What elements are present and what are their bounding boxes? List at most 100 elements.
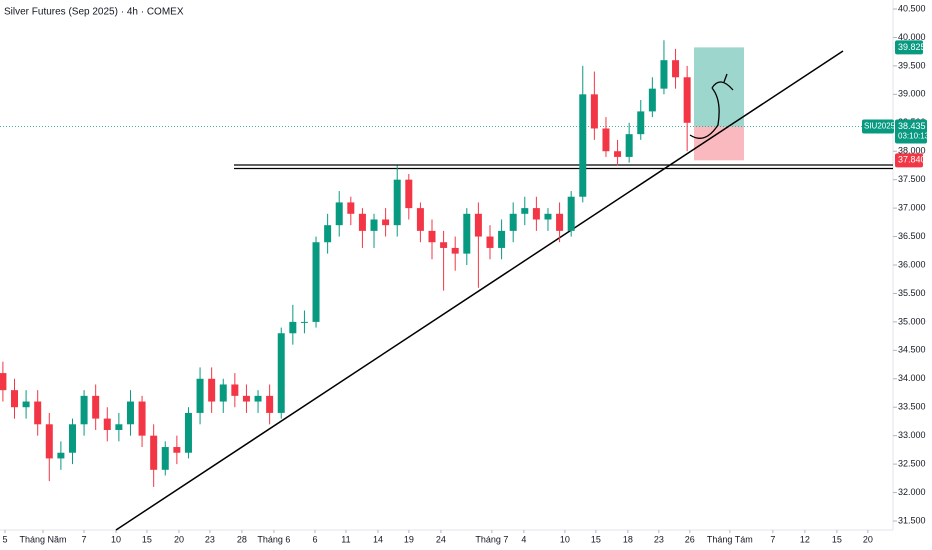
candle-body xyxy=(602,128,610,152)
x-tick-label: 4 xyxy=(521,534,526,544)
candle-body xyxy=(463,213,471,254)
y-tick-label: 39.500 xyxy=(898,60,926,70)
x-tick-label: 7 xyxy=(81,534,86,544)
x-tick-label: 19 xyxy=(404,534,414,544)
candle-body xyxy=(92,395,100,419)
price-label: 38.435 xyxy=(898,121,926,131)
candle-body xyxy=(300,321,308,323)
x-tick-label: 6 xyxy=(312,534,317,544)
candle-body xyxy=(683,77,691,123)
x-tick-label: Tháng 6 xyxy=(257,534,290,544)
candle-body xyxy=(370,219,378,231)
x-tick-label: 5 xyxy=(2,534,7,544)
x-tick-label: Tháng Năm xyxy=(20,534,67,544)
x-tick-label: 23 xyxy=(205,534,215,544)
y-tick-label: 34.000 xyxy=(898,373,926,383)
x-tick-label: 20 xyxy=(863,534,873,544)
candle-body xyxy=(231,384,239,396)
candle-body xyxy=(544,213,552,220)
x-tick-label: 10 xyxy=(560,534,570,544)
candle-body xyxy=(184,412,192,453)
y-tick-label: 38.000 xyxy=(898,146,926,156)
y-tick-label: 35.500 xyxy=(898,288,926,298)
candle-body xyxy=(347,202,355,214)
y-tick-label: 34.500 xyxy=(898,345,926,355)
candle-body xyxy=(451,247,459,254)
candle-body xyxy=(382,219,390,226)
trend-line xyxy=(115,50,844,531)
x-tick-label: 28 xyxy=(237,534,247,544)
x-tick-label: 11 xyxy=(341,534,350,544)
candle-body xyxy=(532,208,540,220)
candle-body xyxy=(80,395,88,425)
x-tick-label: 15 xyxy=(142,534,152,544)
candle-body xyxy=(416,208,424,231)
x-tick-label: 24 xyxy=(436,534,446,544)
candle-body xyxy=(68,424,76,453)
y-tick-label: 36.000 xyxy=(898,259,926,269)
y-tick-label: 33.000 xyxy=(898,430,926,440)
y-tick-label: 32.500 xyxy=(898,458,926,468)
candle-body xyxy=(486,236,494,248)
price-label-bg xyxy=(895,119,927,144)
candle-body xyxy=(672,60,680,78)
candle-body xyxy=(138,401,146,436)
candle-body xyxy=(556,213,564,231)
candle-body xyxy=(440,242,448,248)
candle-body xyxy=(509,213,517,231)
candle-body xyxy=(277,333,285,413)
symbol-label-bg xyxy=(862,119,894,134)
y-tick-label: 35.000 xyxy=(898,316,926,326)
candle-body xyxy=(428,230,436,243)
x-tick-label: Tháng Tám xyxy=(707,534,753,544)
y-tick-label: 37.500 xyxy=(898,174,926,184)
x-tick-label: 15 xyxy=(832,534,842,544)
x-tick-label: Tháng 7 xyxy=(475,534,508,544)
y-tick-label: 37.000 xyxy=(898,202,926,212)
candle-body xyxy=(57,452,65,459)
candle-body xyxy=(614,151,622,157)
candle-body xyxy=(474,213,482,237)
candle-body xyxy=(579,94,587,197)
candle-body xyxy=(150,435,158,470)
candle-body xyxy=(648,88,656,112)
y-tick-label: 32.000 xyxy=(898,487,926,497)
x-tick-label: 18 xyxy=(623,534,633,544)
candle-body xyxy=(266,395,274,413)
candle-body xyxy=(34,401,42,425)
arrow-drawing xyxy=(689,73,734,139)
y-tick-label: 31.500 xyxy=(898,515,926,525)
candle-body xyxy=(196,378,204,413)
stop-label-bg xyxy=(895,153,923,168)
candle-body xyxy=(393,179,401,226)
candle-body xyxy=(0,373,7,391)
candle-body xyxy=(521,208,529,214)
x-tick-label: 15 xyxy=(591,534,601,544)
candle-body xyxy=(498,230,506,248)
y-tick-label: 40.000 xyxy=(898,32,926,42)
candle-body xyxy=(312,242,320,322)
candle-body xyxy=(625,134,633,157)
candle-body xyxy=(405,179,413,209)
candle-body xyxy=(22,401,30,408)
candle-body xyxy=(567,196,575,231)
stop-label: 37.840 xyxy=(898,155,926,165)
x-tick-label: 10 xyxy=(111,534,121,544)
candle-body xyxy=(358,213,366,231)
candle-body xyxy=(45,424,53,459)
symbol-label: SIU2025 xyxy=(864,122,896,131)
x-tick-label: 14 xyxy=(373,534,383,544)
candle-body xyxy=(590,94,598,129)
candle-body xyxy=(242,395,250,402)
countdown-label: 03:10:13 xyxy=(898,132,930,141)
candle-body xyxy=(324,225,332,243)
y-tick-label: 40.500 xyxy=(898,3,926,13)
x-tick-label: 20 xyxy=(174,534,184,544)
candle-body xyxy=(208,378,216,402)
chart-title: Silver Futures (Sep 2025) · 4h · COMEX xyxy=(4,7,184,18)
candle-body xyxy=(289,321,297,334)
candle-body xyxy=(219,384,227,402)
candle-body xyxy=(115,424,123,430)
x-tick-label: 12 xyxy=(800,534,810,544)
